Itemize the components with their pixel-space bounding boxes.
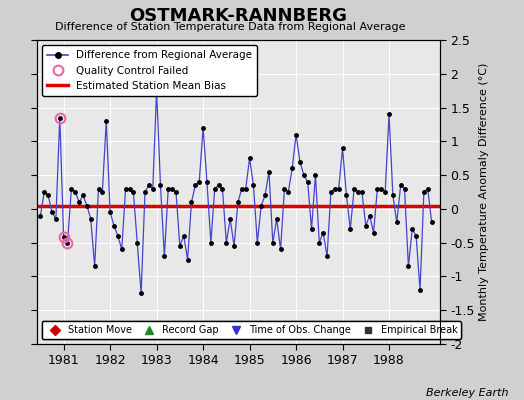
Text: Difference of Station Temperature Data from Regional Average: Difference of Station Temperature Data f… <box>56 22 406 32</box>
Title: OSTMARK-RANNBERG: OSTMARK-RANNBERG <box>129 6 347 24</box>
Y-axis label: Monthly Temperature Anomaly Difference (°C): Monthly Temperature Anomaly Difference (… <box>479 63 489 321</box>
Legend: Station Move, Record Gap, Time of Obs. Change, Empirical Break: Station Move, Record Gap, Time of Obs. C… <box>41 321 461 339</box>
Text: Berkeley Earth: Berkeley Earth <box>426 388 508 398</box>
